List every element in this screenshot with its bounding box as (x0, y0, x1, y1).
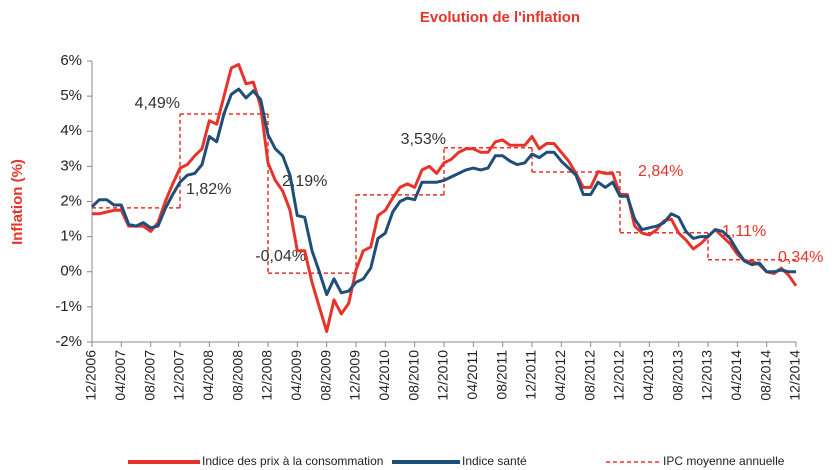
x-tick-label: 04/2009 (288, 350, 304, 401)
annual-label: 3,53% (401, 131, 446, 148)
x-tick-label: 12/2012 (611, 350, 627, 401)
x-tick-label: 08/2010 (405, 350, 421, 401)
x-tick-label: 08/2014 (757, 350, 773, 401)
x-tick-label: 08/2007 (141, 350, 157, 401)
annual-label: -0,04% (255, 248, 306, 265)
y-tick-label: 4% (60, 122, 82, 139)
y-tick-label: 1% (60, 228, 82, 245)
legend-label: IPC moyenne annuelle (663, 454, 785, 468)
annual-label: 2,84% (638, 163, 683, 180)
x-tick-label: 12/2009 (347, 350, 363, 401)
annual-label: 1,82% (186, 181, 231, 198)
annual-label: 4,49% (135, 95, 180, 112)
x-tick-label: 12/2011 (523, 350, 539, 400)
annual-label: 1,11% (722, 223, 766, 240)
chart-title: Evolution de l'inflation (420, 9, 580, 26)
y-tick-label: -1% (55, 298, 82, 315)
series-line (92, 63, 798, 333)
y-tick-label: 2% (60, 192, 82, 209)
x-tick-label: 08/2009 (317, 350, 333, 401)
x-tick-label: 12/2006 (83, 350, 99, 401)
legend-label: Indice santé (462, 454, 527, 468)
x-tick-label: 08/2013 (669, 350, 685, 401)
y-tick-label: 6% (60, 52, 82, 69)
annual-label: 0,34% (778, 249, 823, 266)
y-tick-label: 0% (60, 263, 82, 280)
x-tick-label: 04/2012 (552, 350, 568, 401)
x-tick-label: 08/2008 (229, 350, 245, 401)
y-tick-label: 5% (60, 87, 82, 104)
legend-label: Indice des prix à la consommation (202, 454, 383, 468)
x-tick-label: 12/2007 (171, 350, 187, 401)
x-tick-label: 12/2008 (259, 350, 275, 401)
x-tick-label: 12/2013 (699, 350, 715, 401)
x-tick-label: 12/2010 (435, 350, 451, 401)
x-tick-label: 04/2007 (112, 350, 128, 401)
x-tick-label: 12/2014 (787, 350, 803, 401)
x-tick-label: 08/2011 (493, 350, 509, 400)
y-axis-label: Inflation (%) (9, 159, 26, 245)
y-tick-label: 3% (60, 157, 82, 174)
y-tick-label: -2% (55, 333, 82, 350)
series-line (90, 87, 796, 297)
x-tick-label: 04/2008 (200, 350, 216, 401)
x-tick-label: 04/2010 (376, 350, 392, 401)
x-tick-label: 08/2012 (581, 350, 597, 401)
x-tick-label: 04/2011 (464, 350, 480, 400)
x-tick-label: 04/2013 (640, 350, 656, 401)
x-tick-label: 04/2014 (728, 350, 744, 401)
